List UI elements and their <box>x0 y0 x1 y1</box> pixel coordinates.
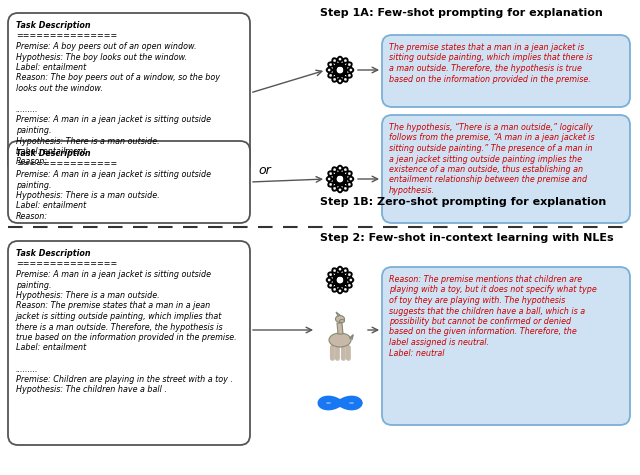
Text: Hypothesis: There is a man outside.: Hypothesis: There is a man outside. <box>16 291 159 300</box>
FancyBboxPatch shape <box>382 115 630 223</box>
Text: painting.: painting. <box>16 126 51 135</box>
Text: Task Description: Task Description <box>16 21 91 30</box>
FancyBboxPatch shape <box>382 35 630 107</box>
Text: or: or <box>259 163 271 177</box>
Text: Label: entailment: Label: entailment <box>16 343 86 352</box>
Text: true based on the information provided in the premise.: true based on the information provided i… <box>16 333 237 342</box>
Text: a man outside. Therefore, the hypothesis is true: a man outside. Therefore, the hypothesis… <box>389 64 582 73</box>
Text: Reason:: Reason: <box>16 212 48 221</box>
Text: The premise states that a man in a jean jacket is: The premise states that a man in a jean … <box>389 43 584 52</box>
Text: Reason: The premise mentions that children are: Reason: The premise mentions that childr… <box>389 275 582 284</box>
Text: Premise: A man in a jean jacket is sitting outside: Premise: A man in a jean jacket is sitti… <box>16 270 211 279</box>
Text: based on the information provided in the premise.: based on the information provided in the… <box>389 75 591 84</box>
Text: Label: entailment: Label: entailment <box>16 63 86 72</box>
FancyBboxPatch shape <box>8 13 250 173</box>
FancyBboxPatch shape <box>8 141 250 223</box>
Text: jacket is sitting outside painting, which implies that: jacket is sitting outside painting, whic… <box>16 312 222 321</box>
Text: Hypothesis: The boy looks out the window.: Hypothesis: The boy looks out the window… <box>16 53 187 61</box>
Text: Task Description: Task Description <box>16 249 91 258</box>
Ellipse shape <box>339 320 344 323</box>
Text: Reason:: Reason: <box>16 158 48 167</box>
Polygon shape <box>337 323 343 334</box>
Text: painting.: painting. <box>16 180 51 190</box>
Text: Premise: A man in a jean jacket is sitting outside: Premise: A man in a jean jacket is sitti… <box>16 170 211 179</box>
Text: entailment relationship between the premise and: entailment relationship between the prem… <box>389 175 587 184</box>
Text: Hypothesis: The children have a ball .: Hypothesis: The children have a ball . <box>16 386 167 395</box>
Text: Step 1B: Zero-shot prompting for explanation: Step 1B: Zero-shot prompting for explana… <box>320 197 606 207</box>
Text: playing with a toy, but it does not specify what type: playing with a toy, but it does not spec… <box>389 285 596 294</box>
Text: follows from the premise, “A man in a jean jacket is: follows from the premise, “A man in a je… <box>389 133 595 142</box>
Text: ===============: =============== <box>16 160 117 169</box>
Text: there is a man outside. Therefore, the hypothesis is: there is a man outside. Therefore, the h… <box>16 323 223 332</box>
Ellipse shape <box>329 333 351 347</box>
Text: Premise: A boy peers out of an open window.: Premise: A boy peers out of an open wind… <box>16 42 196 51</box>
Text: Reason: The boy peers out of a window, so the boy: Reason: The boy peers out of a window, s… <box>16 74 220 83</box>
Text: Label: entailment: Label: entailment <box>16 201 86 210</box>
Text: hypothesis.: hypothesis. <box>389 186 435 195</box>
Text: Step 1A: Few-shot prompting for explanation: Step 1A: Few-shot prompting for explanat… <box>320 8 603 18</box>
Text: existence of a man outside, thus establishing an: existence of a man outside, thus establi… <box>389 165 583 174</box>
Text: Premise: Children are playing in the street with a toy .: Premise: Children are playing in the str… <box>16 375 233 384</box>
Text: Reason: The premise states that a man in a jean: Reason: The premise states that a man in… <box>16 302 211 311</box>
Text: Task Description: Task Description <box>16 149 91 158</box>
Text: suggests that the children have a ball, which is a: suggests that the children have a ball, … <box>389 306 585 315</box>
Text: ===============: =============== <box>16 31 117 40</box>
FancyBboxPatch shape <box>8 241 250 445</box>
Text: possibility but cannot be confirmed or denied: possibility but cannot be confirmed or d… <box>389 317 571 326</box>
FancyBboxPatch shape <box>382 267 630 425</box>
Polygon shape <box>336 312 340 316</box>
Text: based on the given information. Therefore, the: based on the given information. Therefor… <box>389 327 577 336</box>
Text: Hypothesis: There is a man outside.: Hypothesis: There is a man outside. <box>16 136 159 145</box>
Text: ===============: =============== <box>16 259 117 268</box>
Text: sitting outside painting, which implies that there is: sitting outside painting, which implies … <box>389 54 593 63</box>
Text: label assigned is neutral.: label assigned is neutral. <box>389 338 489 347</box>
Text: The hypothesis, “There is a man outside,” logically: The hypothesis, “There is a man outside,… <box>389 123 593 132</box>
Text: a jean jacket sitting outside painting implies the: a jean jacket sitting outside painting i… <box>389 154 582 163</box>
Text: Label: neutral: Label: neutral <box>389 349 445 358</box>
Text: .........: ......... <box>16 105 38 114</box>
Text: looks out the window.: looks out the window. <box>16 84 103 93</box>
Text: sitting outside painting.” The presence of a man in: sitting outside painting.” The presence … <box>389 144 593 153</box>
Text: Step 2: Few-shot in-context learning with NLEs: Step 2: Few-shot in-context learning wit… <box>320 233 614 243</box>
Text: .........: ......... <box>16 364 38 373</box>
Text: Premise: A man in a jean jacket is sitting outside: Premise: A man in a jean jacket is sitti… <box>16 115 211 124</box>
Ellipse shape <box>335 315 344 323</box>
Text: Hypothesis: There is a man outside.: Hypothesis: There is a man outside. <box>16 191 159 200</box>
Text: Label: entailment: Label: entailment <box>16 147 86 156</box>
Text: painting.: painting. <box>16 281 51 289</box>
Text: of toy they are playing with. The hypothesis: of toy they are playing with. The hypoth… <box>389 296 565 305</box>
